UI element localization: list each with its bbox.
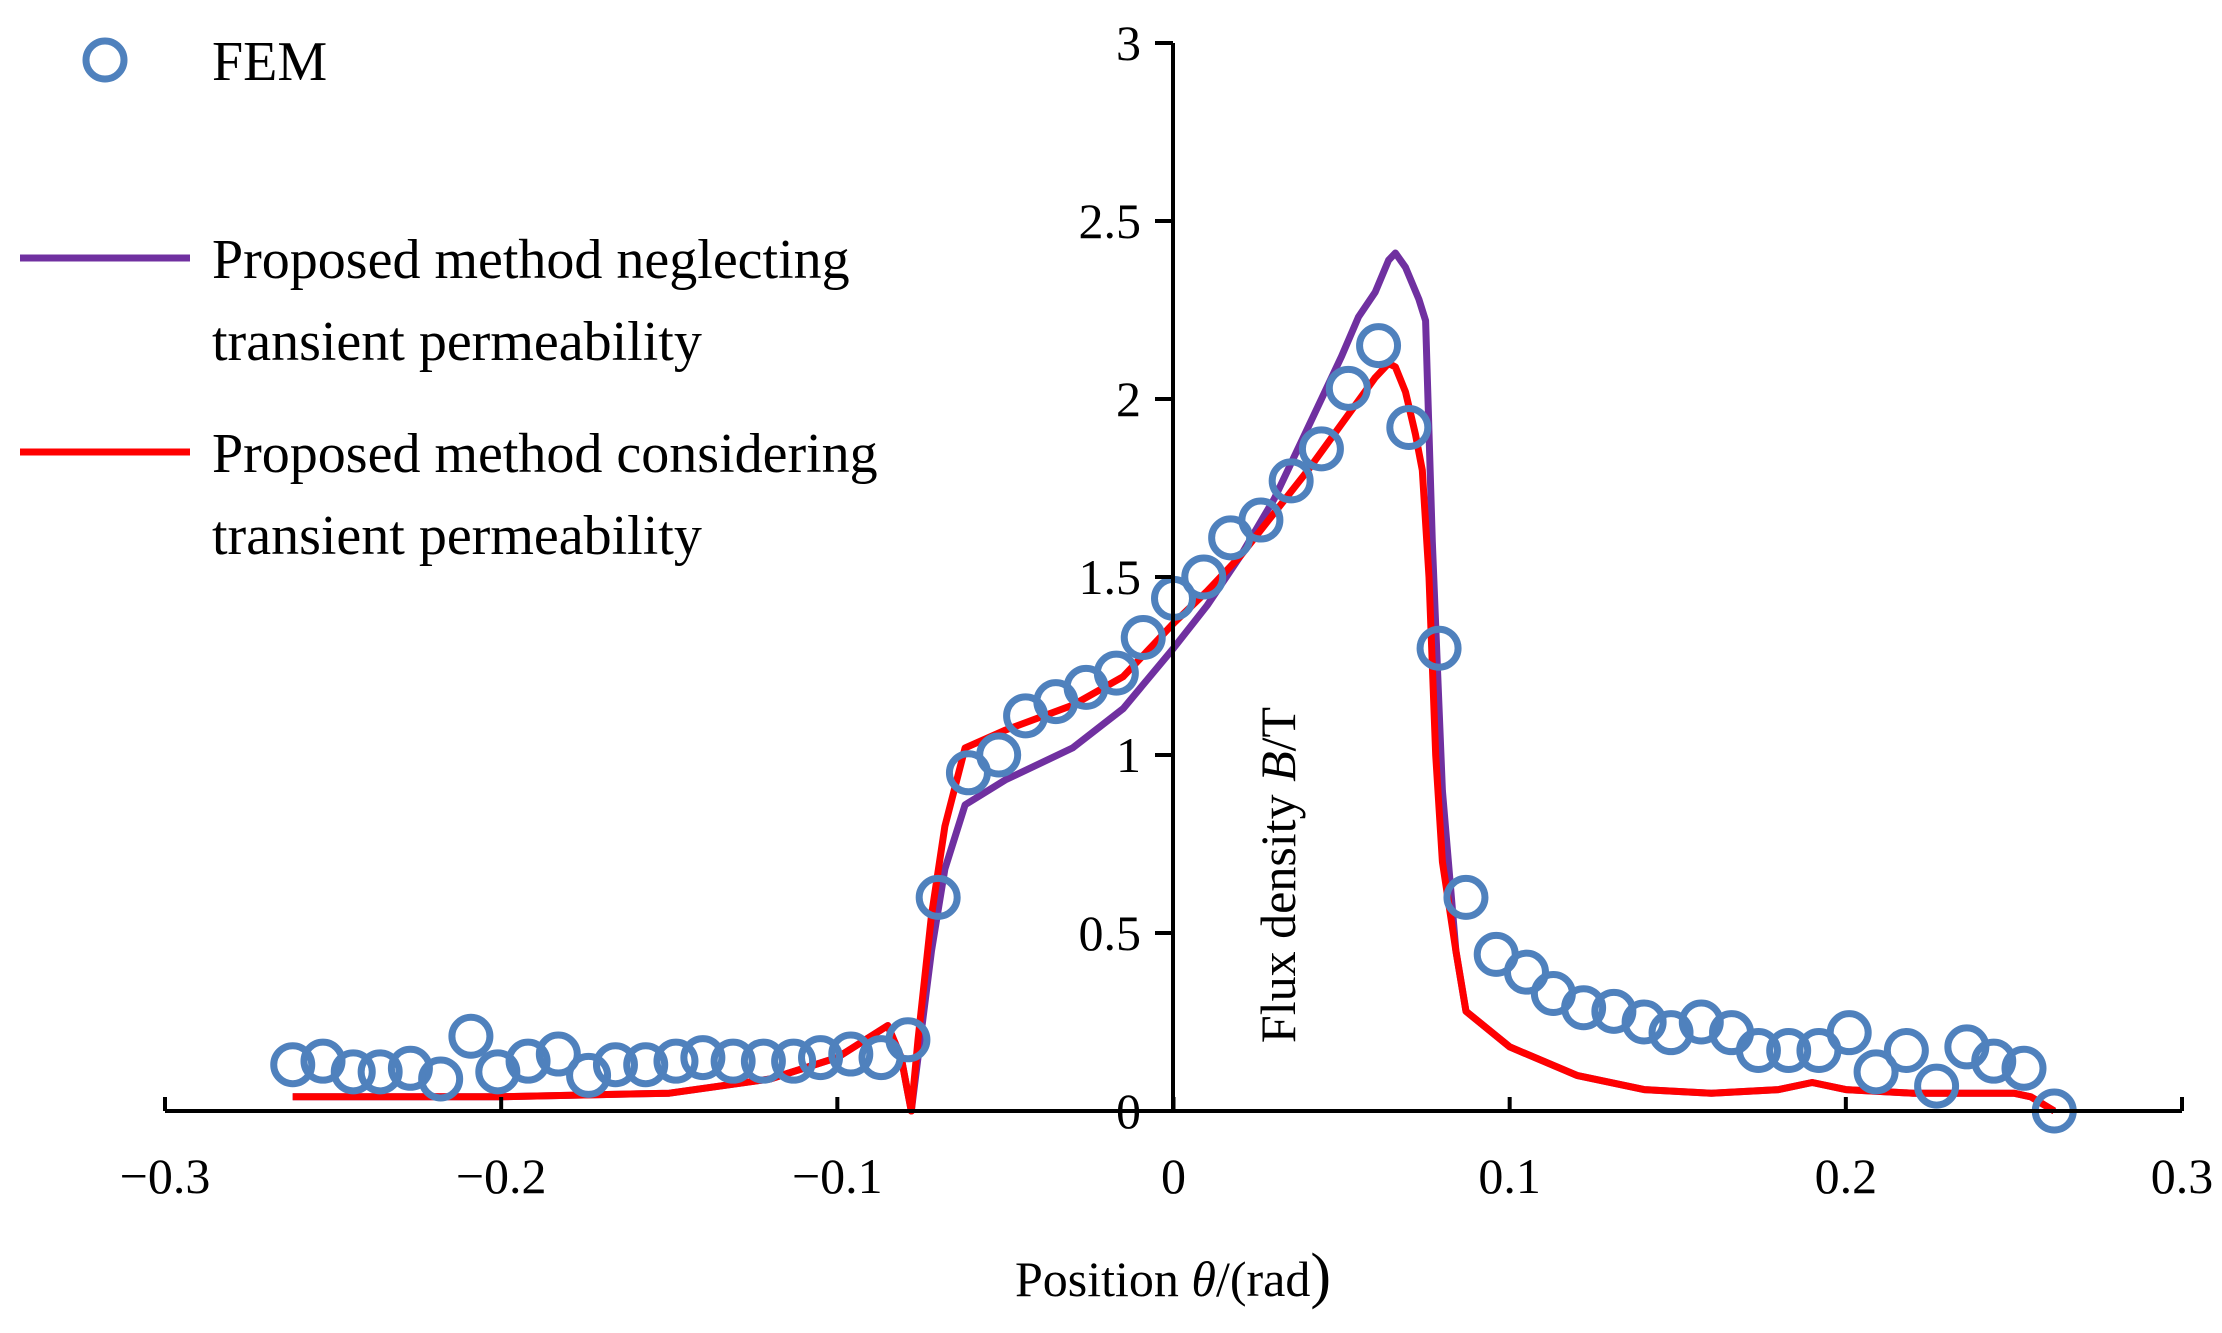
fem-data-point xyxy=(566,1052,612,1098)
fem-data-point xyxy=(771,1038,817,1084)
fem-data-point xyxy=(505,1038,551,1084)
fem-data-point xyxy=(1416,625,1462,671)
fem-data-point xyxy=(1181,554,1227,600)
fem-data-point xyxy=(1766,1027,1812,1073)
fem-data-point xyxy=(1853,1049,1899,1095)
legend-label: Proposed method considering transient per… xyxy=(212,423,878,567)
fem-data-point xyxy=(828,1031,874,1077)
y-tick-label: 2 xyxy=(1116,371,1141,427)
legend-label: Proposed method neglecting transient perm… xyxy=(212,229,850,373)
fem-data-point xyxy=(1386,404,1432,450)
fem-data-point xyxy=(1561,985,1607,1031)
fem-data-point xyxy=(885,1017,931,1063)
fem-data-point xyxy=(2001,1045,2047,1091)
fem-data-point xyxy=(1238,497,1284,543)
y-tick-label: 2.5 xyxy=(1079,193,1142,249)
fem-data-point xyxy=(1621,999,1667,1045)
legend-marker-circle xyxy=(82,37,128,83)
legend-entry-proposed-method-considering-transient-permeability: Proposed method considering transient per… xyxy=(20,423,878,567)
x-tick-label: −0.2 xyxy=(456,1148,547,1204)
fem-data-point xyxy=(1914,1063,1960,1109)
fem-data-point xyxy=(1268,458,1314,504)
fem-data-point xyxy=(418,1056,464,1102)
fem-data-point xyxy=(592,1042,638,1088)
fem-data-point xyxy=(1971,1038,2017,1084)
fem-data-point xyxy=(653,1038,699,1084)
x-tick-label: 0.3 xyxy=(2151,1148,2214,1204)
x-tick-label: 0.2 xyxy=(1815,1148,1878,1204)
y-axis-label: Flux density B/T xyxy=(1250,707,1306,1043)
fem-data-point xyxy=(1093,650,1139,696)
y-tick-label: 0 xyxy=(1116,1083,1141,1139)
x-axis-label: Position θ/(rad) xyxy=(1015,1242,1331,1310)
legend-label: FEM xyxy=(212,31,327,93)
fem-data-point xyxy=(448,1013,494,1059)
fem-data-point xyxy=(535,1031,581,1077)
legend-entry-proposed-method-neglecting-transient-permeability: Proposed method neglecting transient perm… xyxy=(20,229,850,373)
series-line-proposed-method-considering-transient-permeability xyxy=(292,359,2057,1115)
fem-data-point xyxy=(270,1042,316,1088)
fem-data-point xyxy=(680,1035,726,1081)
fem-data-point xyxy=(623,1042,669,1088)
ticks-layer: −0.3 −0.2 −0.1 0 0.1 0.2 0.3 0 0.5 1 1.5 2 2.5 3 xyxy=(120,15,2214,1204)
fem-data-point xyxy=(1883,1027,1929,1073)
fem-data-point xyxy=(1443,874,1489,920)
fem-data-point xyxy=(330,1049,376,1095)
fem-data-point xyxy=(357,1049,403,1095)
fem-data-point xyxy=(976,732,1022,778)
x-tick-label: 0.1 xyxy=(1478,1148,1541,1204)
fem-data-point xyxy=(1120,615,1166,661)
axes-layer xyxy=(165,43,2182,1113)
series-layer xyxy=(270,249,2077,1134)
y-tick-label: 1.5 xyxy=(1079,549,1142,605)
legend-entry-fem: FEM xyxy=(82,31,327,93)
fem-data-point xyxy=(1826,1010,1872,1056)
fem-data-point xyxy=(1503,949,1549,995)
legend: FEM Proposed method neglecting transient p… xyxy=(20,31,878,567)
fem-data-point xyxy=(1735,1027,1781,1073)
y-tick-label: 0.5 xyxy=(1079,905,1142,961)
fem-data-point xyxy=(915,874,961,920)
fem-data-point xyxy=(1325,365,1371,411)
fem-data-point xyxy=(798,1035,844,1081)
fem-data-point xyxy=(1298,426,1344,472)
fem-data-point xyxy=(740,1038,786,1084)
x-tick-label: −0.1 xyxy=(792,1148,883,1204)
fem-data-point xyxy=(710,1038,756,1084)
fem-data-point xyxy=(1356,323,1402,369)
x-tick-label: 0 xyxy=(1161,1148,1186,1204)
x-tick-label: −0.3 xyxy=(120,1148,211,1204)
y-tick-label: 1 xyxy=(1116,727,1141,783)
y-tick-label: 3 xyxy=(1116,15,1141,71)
